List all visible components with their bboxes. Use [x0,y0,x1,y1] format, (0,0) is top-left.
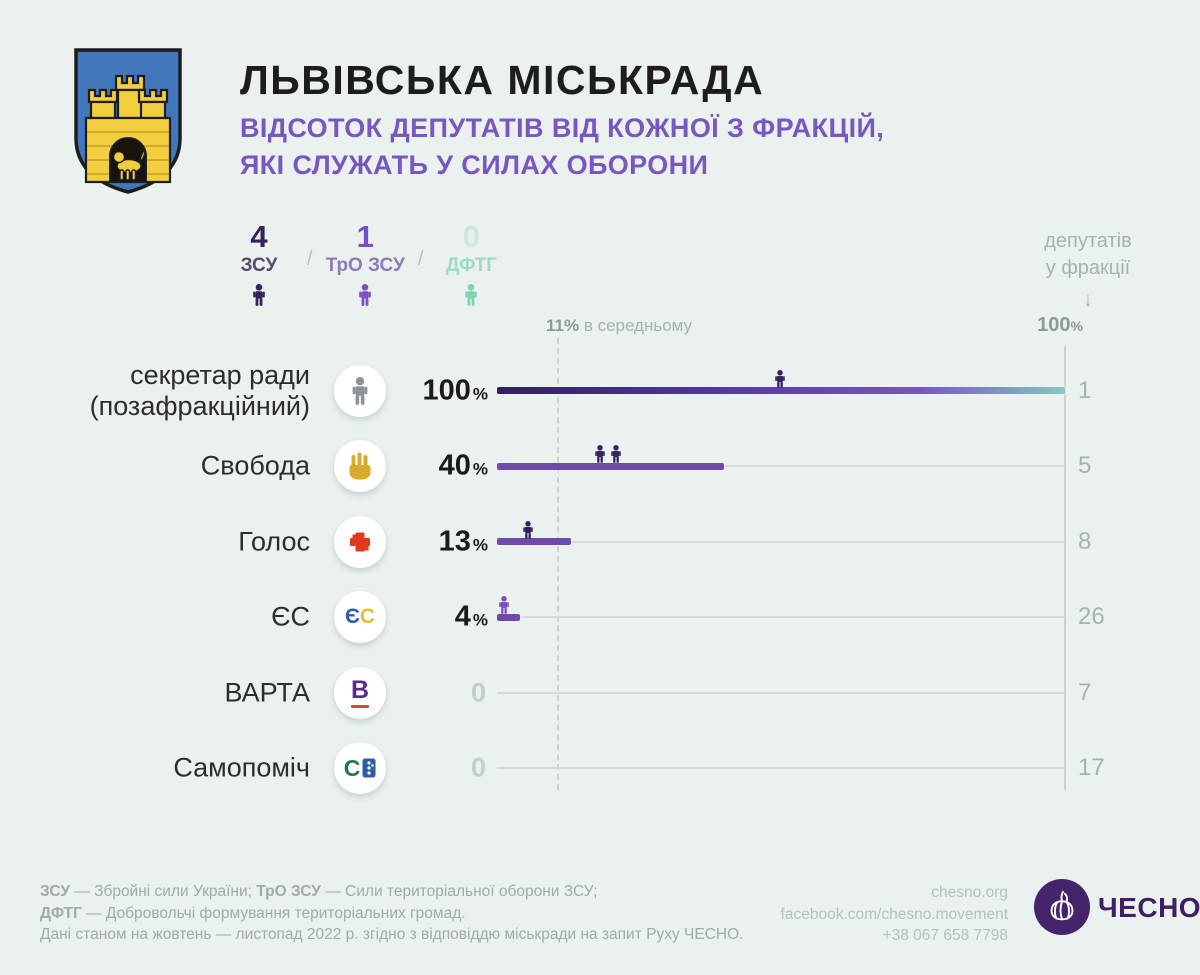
faction-seats: 5 [1078,452,1092,480]
secretary-person-icon [334,364,386,417]
bar [497,613,520,621]
chesno-garlic-icon [1034,879,1090,935]
legend-count: 1 [356,219,374,254]
legend-item-zsu: 4 ЗСУ [224,221,294,311]
website-link: chesno.org [931,884,1008,901]
down-arrow-icon: ↓ [1083,289,1093,311]
percent-value: 4% [454,600,488,633]
varta-icon: В [334,666,386,719]
bar-track [497,520,1065,546]
bar-track [497,596,1065,621]
facebook-link: facebook.com/chesno.movement [780,905,1008,923]
faction-seats: 17 [1078,754,1105,782]
faction-label: ВАРТА [224,677,310,708]
footnote-line-3: Дані станом на жовтень — листопад 2022 р… [40,926,744,943]
footnote-line-2: ДФТГ — Добровольчі формування територіал… [40,904,466,922]
table-row-svoboda: Свобода 40% 5 [0,429,1200,505]
legend-label: ДФТГ [445,255,497,276]
holos-splat-icon [334,515,386,568]
average-reference-line [557,338,559,790]
legend-item-dftg: 0 ДФТГ [436,221,506,311]
legend-label: ТрО ЗСУ [325,255,405,276]
subtitle-line-1: ВІДСОТОК ДЕПУТАТІВ ВІД КОЖНОЇ З ФРАКЦІЙ, [240,113,885,143]
legend-separator: / [307,248,313,270]
faction-seats: 1 [1078,376,1092,404]
subtitle-line-2: ЯКІ СЛУЖАТЬ У СИЛАХ ОБОРОНИ [240,150,709,180]
legend-count: 0 [462,219,481,254]
chesno-logo-text: ЧЕСНО [1098,892,1200,923]
percent-value: 0 [470,677,486,708]
svoboda-hand-icon [334,440,386,493]
percent-value: 13% [438,525,488,558]
page-subtitle: ВІДСОТОК ДЕПУТАТІВ ВІД КОЖНОЇ З ФРАКЦІЙ,… [240,110,884,184]
faction-label: ЄС [271,601,310,632]
bar-track [497,369,1065,395]
faction-label: Свобода [200,450,310,481]
footnote-block: ЗСУ — Збройні сили України; ТрО ЗСУ — Си… [40,881,743,946]
faction-label: Самопоміч [173,752,310,783]
right-axis-header: депутатів у фракції ↓ [1023,228,1153,314]
faction-seats: 7 [1078,678,1092,706]
table-row-samopomich: Самопоміч С 0 17 [0,731,1200,807]
right-axis-header-line-1: депутатів [1044,230,1132,252]
faction-seats: 8 [1078,527,1092,555]
bar-track [497,445,1065,470]
axis-max-label: 100% [1037,314,1083,336]
person-icon [251,284,267,306]
right-axis-line [1064,346,1066,790]
contacts-block: chesno.org facebook.com/chesno.movement … [781,882,1008,947]
average-caption: в середньому [579,316,693,335]
deputy-marker-tro [497,596,510,615]
bar-track [497,767,1065,770]
table-row-varta: ВАРТА В 0 7 [0,655,1200,731]
percent-value: 100% [422,374,488,407]
legend-count: 4 [250,219,268,254]
table-row-holos: Голос 13% 8 [0,504,1200,580]
forces-legend: 4 ЗСУ / 1 ТрО ЗСУ / 0 ДФТГ [224,221,506,311]
right-axis-header-line-2: у фракції [1045,257,1131,279]
deputy-marker-zsu [522,520,535,539]
deputy-marker-zsu [609,445,622,464]
phone-number: +38 067 658 7798 [882,927,1008,944]
page-title: ЛЬВІВСЬКА МІСЬКРАДА [240,57,765,103]
samopomich-icon: С [334,742,386,795]
table-row-secretary: секретар ради (позафракційний) 100% 1 [0,353,1200,429]
footnote-line-1: ЗСУ — Збройні сили України; ТрО ЗСУ — Си… [40,883,598,900]
average-reference-label: 11% в середньому [546,316,692,336]
bar [497,462,725,470]
deputy-marker-zsu [773,369,786,388]
faction-seats: 26 [1078,603,1105,631]
average-value: 11% [546,316,580,335]
percent-value: 0 [470,752,486,783]
faction-label: Голос [238,526,310,557]
bar-track [497,691,1065,694]
chart-rows: секретар ради (позафракційний) 100% 1 Св… [0,353,1200,806]
legend-item-tro-zsu: 1 ТрО ЗСУ [326,221,405,311]
lviv-coat-of-arms-icon [72,46,184,196]
table-row-es: ЄС ЄС 4% 26 [0,580,1200,656]
bar [497,538,571,546]
european-solidarity-icon: ЄС [334,591,386,644]
percent-value: 40% [438,449,488,482]
faction-label: секретар ради (позафракційний) [89,359,310,421]
deputy-marker-zsu [593,445,606,464]
bar [497,387,1065,395]
legend-label: ЗСУ [240,255,278,276]
legend-separator: / [417,248,424,270]
person-icon [463,284,479,306]
person-icon [357,284,373,306]
samopomich-tile-icon [362,758,376,778]
